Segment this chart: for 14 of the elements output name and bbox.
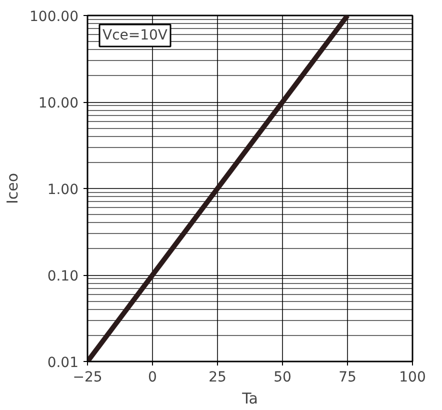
y-axis-title: Iceo <box>4 172 22 204</box>
y-tick-label: 0.10 <box>47 268 78 284</box>
x-tick-label: 25 <box>208 370 226 386</box>
x-tick-label: −25 <box>72 370 102 386</box>
y-tick-label: 0.01 <box>47 355 78 371</box>
x-tick-label: 100 <box>399 370 426 386</box>
x-tick-label: 50 <box>274 370 292 386</box>
x-axis-title: Ta <box>241 390 258 408</box>
x-tick-label: 75 <box>338 370 356 386</box>
y-tick-label: 100.00 <box>30 9 79 25</box>
y-tick-label: 10.00 <box>38 96 79 112</box>
y-tick-label: 1.00 <box>47 182 78 198</box>
annotation: Vce=10V <box>102 28 168 44</box>
x-tick-label: 0 <box>148 370 157 386</box>
